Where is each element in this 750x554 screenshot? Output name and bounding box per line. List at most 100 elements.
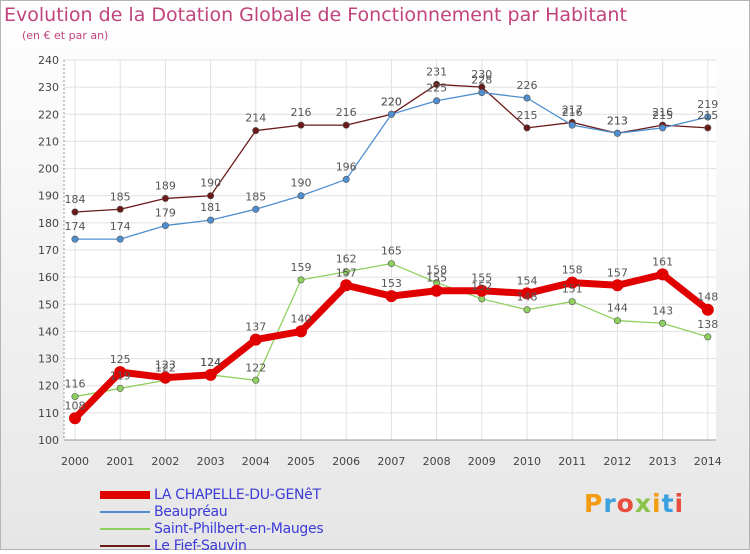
chart-subtitle: (en € et par an) <box>22 29 109 42</box>
data-label: 137 <box>245 321 266 334</box>
legend-swatch <box>100 544 150 547</box>
data-point <box>704 124 712 132</box>
data-point <box>478 89 486 97</box>
data-label: 122 <box>245 361 266 374</box>
legend: LA CHAPELLE-DU-GENêT Beaupréau Saint-Philb… <box>100 486 324 554</box>
legend-item: Beaupréau <box>100 503 323 520</box>
data-label: 124 <box>200 356 221 369</box>
proxiti-logo: Proxiti <box>584 489 685 518</box>
y-tick-label: 230 <box>38 81 59 94</box>
data-point <box>342 175 350 183</box>
data-label: 148 <box>697 291 718 304</box>
data-label: 230 <box>471 68 492 81</box>
data-point <box>297 276 305 284</box>
data-point <box>207 192 215 200</box>
data-label: 174 <box>65 220 86 233</box>
data-point <box>704 333 712 341</box>
data-point <box>342 268 350 276</box>
data-point <box>161 194 169 202</box>
data-label: 143 <box>652 304 673 317</box>
data-point <box>475 284 488 297</box>
data-point <box>342 121 350 129</box>
data-label: 140 <box>291 312 312 325</box>
data-label: 216 <box>336 106 357 119</box>
data-label: 158 <box>562 264 583 277</box>
legend-swatch <box>100 527 150 530</box>
data-point <box>71 393 79 401</box>
y-tick-label: 110 <box>38 407 59 420</box>
data-label: 152 <box>471 280 492 293</box>
data-point <box>116 205 124 213</box>
data-label: 154 <box>517 274 538 287</box>
data-point <box>613 317 621 325</box>
legend-swatch <box>100 510 150 513</box>
data-label: 151 <box>562 283 583 296</box>
data-label: 217 <box>562 103 583 116</box>
data-label: 181 <box>200 201 221 214</box>
legend-label: Saint-Philbert-en-Mauges <box>154 520 324 537</box>
data-label: 216 <box>291 106 312 119</box>
x-tick-label: 2007 <box>377 455 405 468</box>
legend-item: Saint-Philbert-en-Mauges <box>100 520 324 537</box>
data-point <box>656 268 669 281</box>
x-tick-label: 2012 <box>603 455 631 468</box>
data-point <box>521 287 533 300</box>
data-label: 108 <box>65 399 86 412</box>
data-point <box>387 260 395 268</box>
data-label: 138 <box>697 318 718 331</box>
data-label: 185 <box>245 190 266 203</box>
chart-title: Evolution de la Dotation Globale de Fonc… <box>4 4 627 26</box>
data-label: 220 <box>381 95 402 108</box>
y-tick-label: 200 <box>38 163 59 176</box>
data-label: 119 <box>110 369 131 382</box>
data-label: 144 <box>607 302 628 315</box>
data-label: 123 <box>155 359 176 372</box>
data-label: 159 <box>291 261 312 274</box>
x-tick-label: 2002 <box>151 455 179 468</box>
data-point <box>252 205 260 213</box>
x-tick-label: 2004 <box>242 455 270 468</box>
data-label: 124 <box>200 356 221 369</box>
x-tick-label: 2009 <box>468 455 496 468</box>
data-label: 185 <box>110 190 131 203</box>
data-point <box>523 306 531 314</box>
data-label: 226 <box>517 79 538 92</box>
data-label: 215 <box>517 109 538 122</box>
x-tick-label: 2008 <box>423 455 451 468</box>
data-point <box>252 127 260 135</box>
data-point <box>249 333 262 346</box>
data-point <box>659 124 667 132</box>
data-label: 155 <box>471 272 492 285</box>
data-point <box>568 298 576 306</box>
legend-label: Le Fief-Sauvin <box>154 537 247 554</box>
legend-label: LA CHAPELLE-DU-GENêT <box>154 486 321 503</box>
data-label: 213 <box>607 114 628 127</box>
data-label: 184 <box>65 193 86 206</box>
y-tick-label: 180 <box>38 217 59 230</box>
data-label: 153 <box>381 277 402 290</box>
legend-swatch <box>100 490 150 499</box>
y-tick-label: 100 <box>38 434 59 447</box>
x-tick-label: 2010 <box>513 455 541 468</box>
data-label: 225 <box>426 82 447 95</box>
data-label: 213 <box>607 114 628 127</box>
data-point <box>295 325 307 338</box>
data-point <box>568 121 576 129</box>
data-label: 162 <box>336 253 357 266</box>
data-label: 116 <box>65 378 86 391</box>
data-label: 189 <box>155 179 176 192</box>
y-tick-label: 210 <box>38 135 59 148</box>
data-point <box>297 121 305 129</box>
data-label: 122 <box>155 361 176 374</box>
data-point <box>71 208 79 216</box>
data-point <box>116 235 124 243</box>
data-point <box>71 235 79 243</box>
data-point <box>161 222 169 230</box>
y-tick-label: 170 <box>38 244 59 257</box>
x-tick-label: 2001 <box>106 455 134 468</box>
data-label: 165 <box>381 245 402 258</box>
data-label: 179 <box>155 207 176 220</box>
x-tick-label: 2011 <box>558 455 586 468</box>
data-point <box>207 216 215 224</box>
